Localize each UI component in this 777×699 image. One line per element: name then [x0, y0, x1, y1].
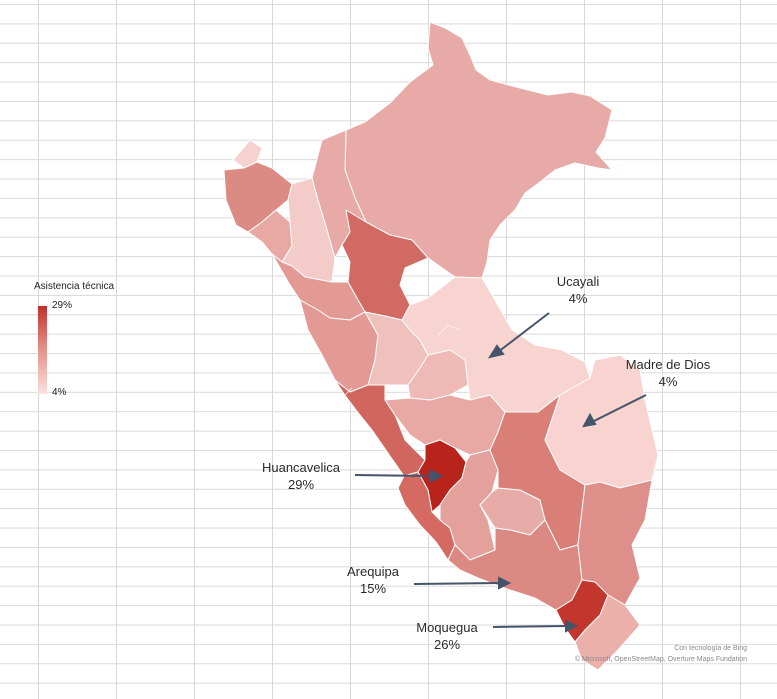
- callout-moquegua: Moquegua 26%: [406, 619, 488, 653]
- region-puno[interactable]: [577, 479, 653, 606]
- arrow-madre-de-dios: [582, 394, 647, 428]
- callout-ucayali: Ucayali 4%: [548, 273, 608, 307]
- legend-max-label: 29%: [52, 300, 73, 311]
- arrow-ucayali: [487, 312, 550, 359]
- legend: Asistencia técnica 29% 4%: [34, 281, 144, 399]
- callout-value: 29%: [287, 477, 315, 492]
- attribution-copyright: © Microsoft, OpenStreetMap, Overture Map…: [574, 656, 747, 663]
- legend-title: Asistencia técnica: [34, 281, 115, 292]
- callout-region-name: Ucayali: [556, 274, 600, 289]
- region-tumbes[interactable]: [232, 139, 263, 169]
- arrow-moquegua: [492, 619, 579, 633]
- callout-region-name: Huancavelica: [261, 460, 341, 475]
- callout-arrows: [354, 312, 647, 633]
- callout-value: 4%: [568, 291, 588, 306]
- legend-min-label: 4%: [52, 387, 67, 398]
- attribution-bing: Con tecnología de Bing: [674, 645, 747, 652]
- callout-region-name: Madre de Dios: [625, 357, 711, 372]
- callout-value: 4%: [658, 374, 678, 389]
- callout-arequipa: Arequipa 15%: [338, 563, 408, 597]
- legend-color-scale: [38, 306, 47, 394]
- callout-madre-de-dios: Madre de Dios 4%: [618, 356, 718, 390]
- region-piura[interactable]: [223, 161, 293, 233]
- callout-value: 15%: [359, 581, 387, 596]
- arrow-huancavelica: [354, 469, 444, 483]
- region-ayacucho[interactable]: [439, 449, 499, 561]
- arrow-arequipa: [413, 576, 512, 590]
- callout-region-name: Arequipa: [346, 564, 400, 579]
- region-arequipa[interactable]: [447, 519, 583, 611]
- callout-value: 26%: [433, 637, 461, 652]
- region-tacna[interactable]: [574, 594, 641, 671]
- callout-huancavelica: Huancavelica 29%: [254, 459, 348, 493]
- callout-region-name: Moquegua: [416, 620, 478, 635]
